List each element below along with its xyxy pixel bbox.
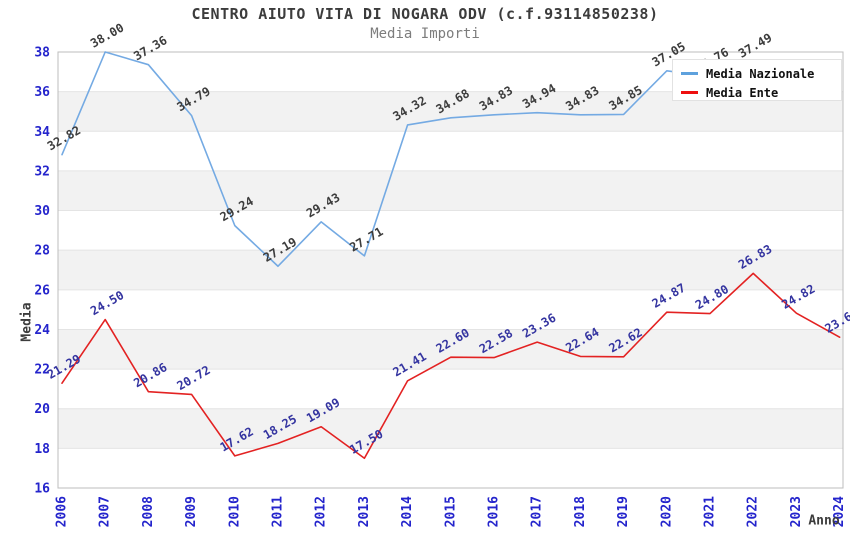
plot-band: [58, 448, 843, 488]
chart-title: CENTRO AIUTO VITA DI NOGARA ODV (c.f.931…: [191, 5, 659, 23]
plot-band: [58, 408, 843, 449]
y-tick-label-22: 22: [34, 363, 50, 378]
legend: Media Nazionale Media Ente: [672, 59, 842, 101]
plot-band: [58, 210, 843, 251]
y-tick-label-24: 24: [34, 323, 50, 338]
x-tick-label-2014: 2014: [400, 496, 415, 527]
plot-band: [58, 329, 843, 370]
y-tick-label-18: 18: [34, 442, 50, 457]
chart-subtitle: Media Importi: [370, 26, 480, 42]
x-tick-label-2023: 2023: [789, 496, 804, 527]
x-axis-title: Anno: [808, 513, 840, 529]
x-tick-label-2020: 2020: [659, 496, 674, 527]
x-tick-label-2022: 2022: [746, 496, 761, 527]
y-tick-label-20: 20: [34, 402, 50, 417]
legend-item-ente: Media Ente: [681, 83, 841, 102]
plot-border: [57, 51, 844, 489]
x-tick-label-2013: 2013: [357, 496, 372, 527]
x-tick-label-2021: 2021: [703, 496, 718, 527]
plot-band: [58, 131, 843, 171]
ente-line-icon: [681, 91, 698, 94]
x-tick-label-2024: 2024: [832, 496, 847, 527]
plot-band: [58, 289, 843, 330]
legend-item-nazionale: Media Nazionale: [681, 64, 841, 83]
y-tick-label-30: 30: [34, 204, 50, 219]
plot-band: [58, 369, 843, 409]
legend-label-ente: Media Ente: [706, 85, 779, 100]
y-tick-label-26: 26: [34, 283, 50, 298]
x-tick-label-2019: 2019: [616, 496, 631, 527]
x-tick-label-2007: 2007: [98, 496, 113, 527]
y-tick-label-34: 34: [34, 125, 50, 140]
x-tick-label-2009: 2009: [184, 496, 199, 527]
y-tick-label-16: 16: [34, 482, 50, 497]
x-tick-label-2011: 2011: [271, 496, 286, 527]
x-tick-label-2012: 2012: [314, 496, 329, 527]
x-tick-label-2016: 2016: [487, 496, 502, 527]
y-tick-label-32: 32: [34, 164, 50, 179]
ente-line: [61, 272, 841, 460]
y-tick-label-36: 36: [34, 85, 50, 100]
x-tick-label-2006: 2006: [55, 496, 70, 527]
legend-label-nazionale: Media Nazionale: [706, 66, 815, 81]
y-tick-label-38: 38: [34, 46, 50, 61]
x-tick-label-2010: 2010: [227, 496, 242, 527]
nazionale-line-icon: [681, 72, 698, 75]
x-tick-label-2008: 2008: [141, 496, 156, 527]
y-tick-label-28: 28: [34, 244, 50, 259]
plot-band: [58, 170, 843, 211]
x-tick-label-2015: 2015: [443, 496, 458, 527]
nazionale-line: [61, 51, 755, 268]
x-tick-label-2018: 2018: [573, 496, 588, 527]
y-axis-title: Media: [19, 302, 35, 342]
x-tick-label-2017: 2017: [530, 496, 545, 527]
plot-band: [58, 250, 843, 290]
